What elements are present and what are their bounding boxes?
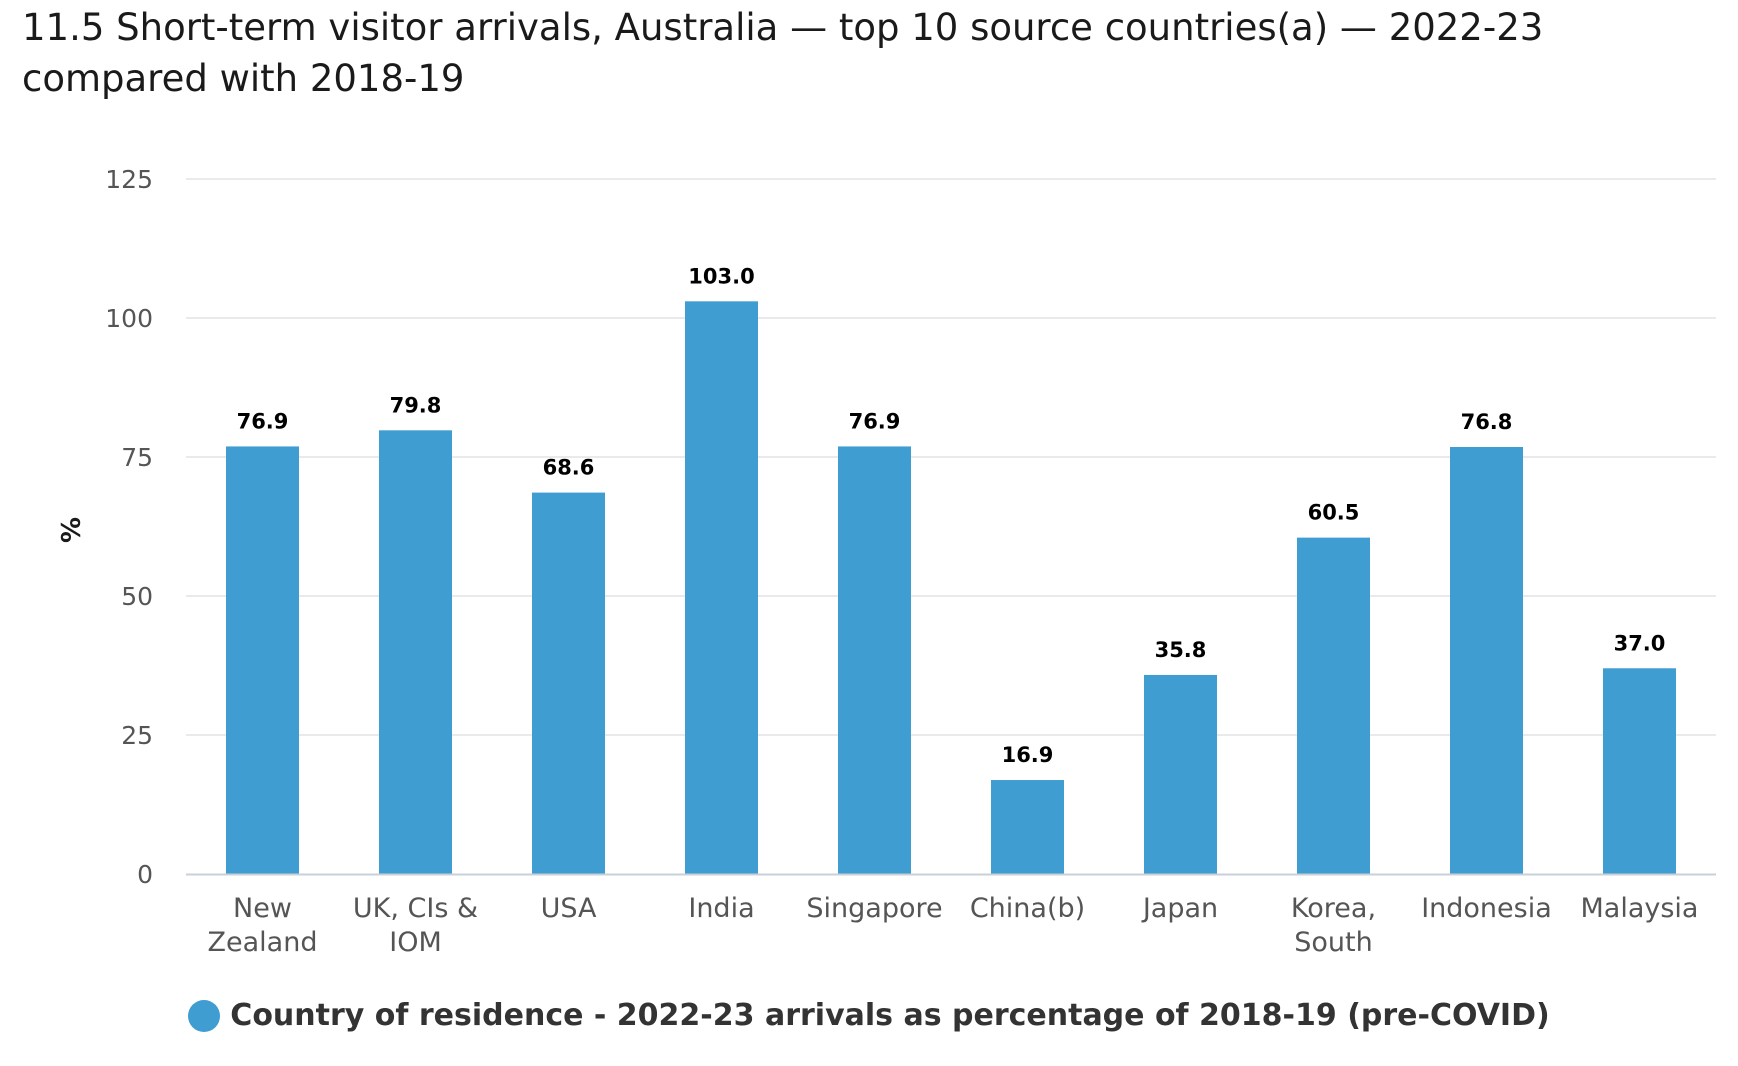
data-labels: 76.9 79.8 68.6 103.0 76.9 16.9 35.8 60.5 76.8 37.…	[237, 264, 1666, 767]
x-category-label: Japan	[1141, 893, 1218, 924]
y-axis-ticks: 0 25 50 75 100 125	[105, 165, 153, 889]
x-axis-categories: New Zealand UK, CIs & IOM USA India Singapore C…	[208, 893, 1699, 958]
bar[interactable]	[379, 430, 452, 874]
bar[interactable]	[532, 492, 605, 874]
y-tick-label: 25	[121, 721, 153, 750]
x-category-label: Korea, South	[1291, 893, 1376, 958]
x-category-label: Singapore	[806, 893, 942, 924]
bar[interactable]	[226, 446, 299, 874]
y-tick-label: 75	[121, 443, 153, 472]
x-category-label: China(b)	[970, 893, 1085, 924]
bar[interactable]	[1144, 674, 1217, 874]
x-category-label: New Zealand	[208, 893, 318, 958]
bar-chart: 0 25 50 75 100 125 % 76.9 79.8 68.6 103.0 76.9 16.…	[57, 165, 1716, 958]
legend-label: Country of residence - 2022-23 arrivals …	[230, 998, 1550, 1033]
legend[interactable]: Country of residence - 2022-23 arrivals …	[0, 998, 1738, 1033]
legend-marker-icon	[188, 999, 221, 1032]
chart-title: 11.5 Short-term visitor arrivals, Austra…	[22, 6, 1544, 100]
y-tick-label: 0	[137, 860, 153, 889]
x-category-label: UK, CIs & IOM	[353, 893, 478, 958]
y-tick-label: 50	[121, 582, 153, 611]
bar[interactable]	[1450, 446, 1523, 874]
data-label: 76.8	[1461, 410, 1513, 434]
data-label: 79.8	[390, 393, 442, 417]
y-tick-label: 100	[105, 304, 153, 333]
bar[interactable]	[685, 301, 758, 874]
bars	[226, 301, 1676, 874]
data-label: 103.0	[688, 264, 754, 288]
x-category-label: USA	[541, 893, 597, 924]
bar[interactable]	[1603, 668, 1676, 874]
y-axis-title: %	[57, 517, 87, 543]
x-category-label: India	[688, 893, 754, 924]
data-label: 76.9	[849, 409, 901, 433]
x-category-label: Indonesia	[1421, 893, 1552, 924]
data-label: 60.5	[1308, 501, 1360, 525]
y-tick-label: 125	[105, 165, 153, 194]
data-label: 16.9	[1002, 743, 1054, 767]
data-label: 68.6	[543, 456, 595, 480]
bar[interactable]	[838, 446, 911, 874]
data-label: 35.8	[1155, 638, 1207, 662]
x-category-label: Malaysia	[1581, 893, 1699, 924]
bar[interactable]	[1297, 537, 1370, 874]
bar[interactable]	[991, 780, 1064, 874]
data-label: 37.0	[1614, 631, 1666, 655]
data-label: 76.9	[237, 409, 289, 433]
